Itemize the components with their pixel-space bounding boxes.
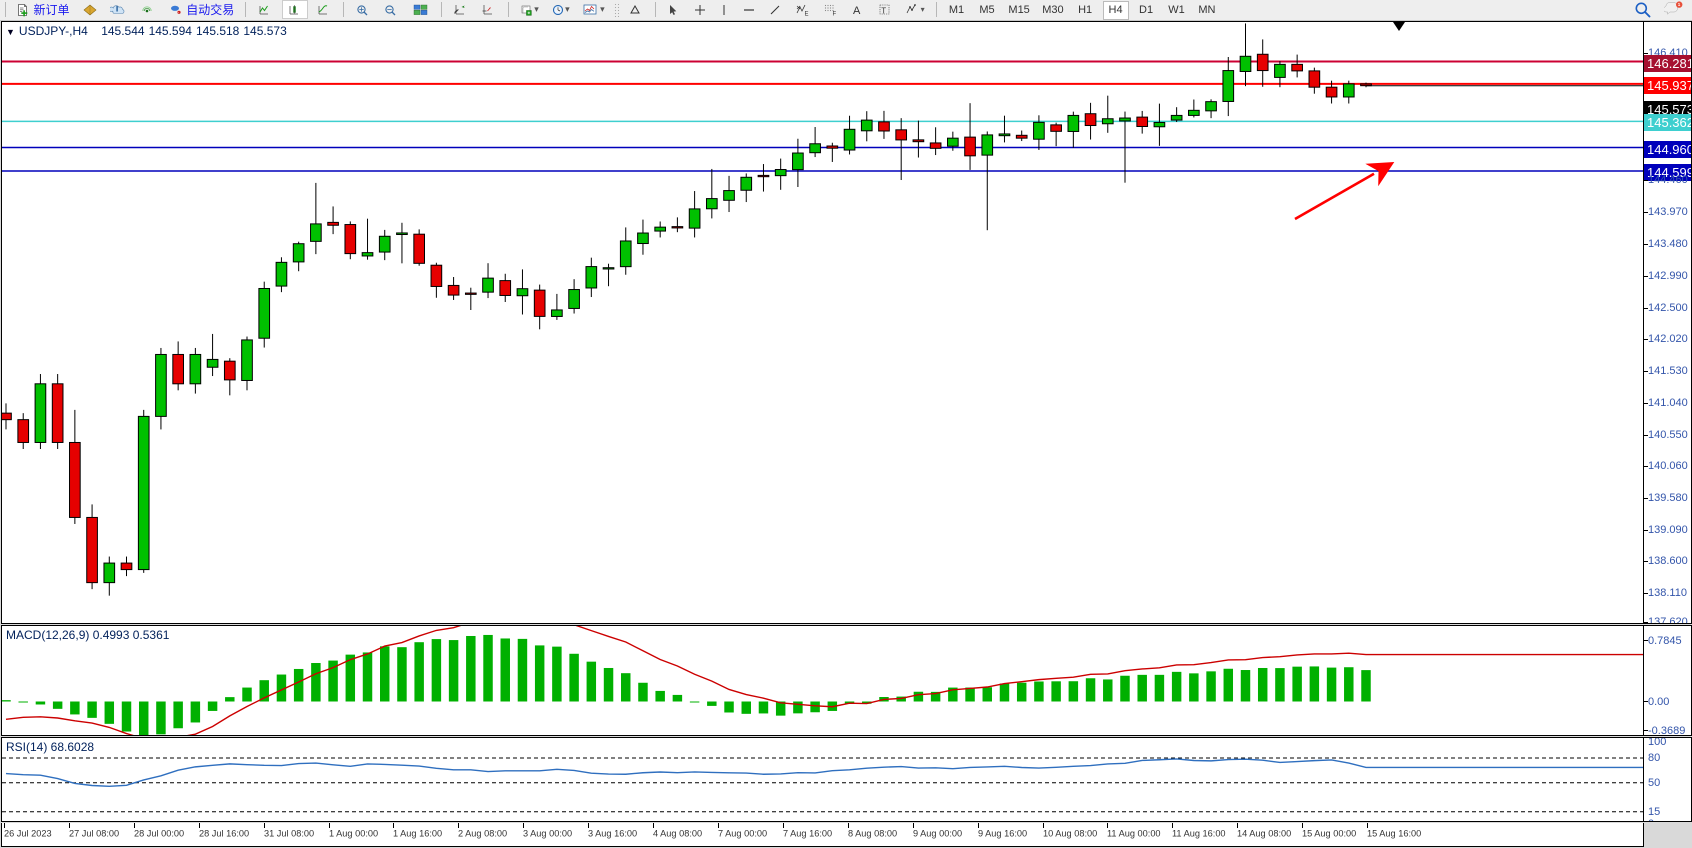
svg-text:E: E — [804, 11, 808, 17]
svg-text:A: A — [853, 5, 861, 17]
svg-text:F: F — [833, 11, 837, 17]
svg-text:T: T — [881, 6, 886, 15]
svg-text:1: 1 — [1678, 2, 1681, 7]
